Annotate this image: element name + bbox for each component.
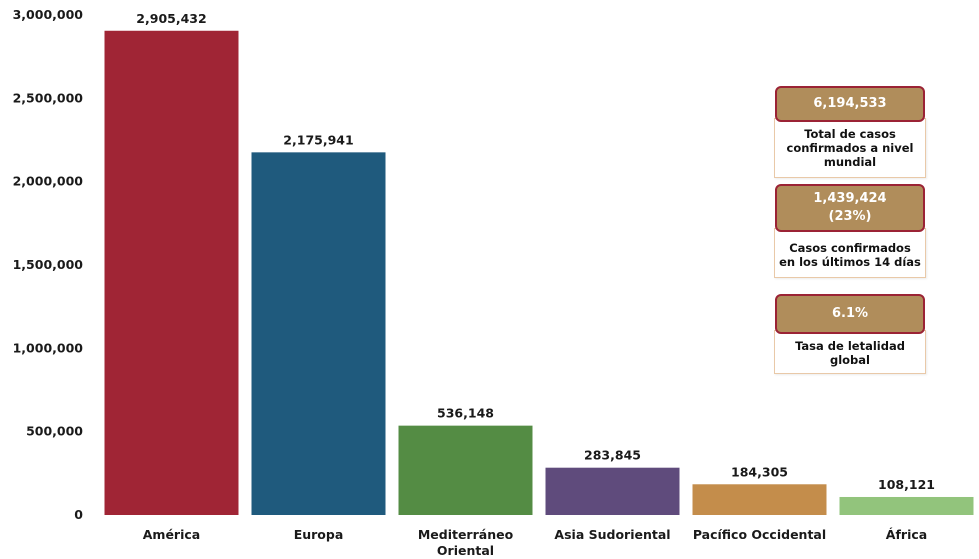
stat-desc-recent-cases: Casos confirmados en los últimos 14 días	[774, 228, 926, 278]
x-axis: América Europa Mediterráneo Oriental Asia Su…	[143, 527, 927, 558]
stat-card-recent-cases: 1,439,424 (23%) Casos confirmados en los…	[772, 184, 928, 278]
stat-value-lethality: 6.1%	[775, 294, 925, 334]
y-axis: 0 500,000 1,000,000 1,500,000 2,000,000 2,500…	[13, 7, 84, 522]
y-tick-label: 500,000	[26, 424, 83, 439]
x-tick-label: África	[886, 527, 927, 542]
x-tick-label-line: América	[143, 527, 200, 542]
value-labels: 2,905,432 2,175,941 536,148 283,845 184,305 1…	[136, 11, 935, 492]
bar	[839, 496, 974, 515]
y-tick-label: 3,000,000	[13, 7, 84, 22]
x-tick-label-line: Europa	[294, 527, 344, 542]
x-tick-label: Asia Sudoriental	[554, 527, 670, 542]
bar	[545, 467, 680, 515]
x-tick-label-line: Asia Sudoriental	[554, 527, 670, 542]
y-tick-label: 0	[74, 507, 83, 522]
data-label: 2,905,432	[136, 11, 206, 26]
data-label: 536,148	[437, 406, 494, 421]
x-tick-label-line: África	[886, 527, 927, 542]
data-label: 184,305	[731, 464, 788, 479]
x-tick-label-line: Mediterráneo	[418, 527, 514, 542]
x-tick-label-line: Pacífico Occidental	[693, 527, 826, 542]
stat-desc-lethality: Tasa de letalidad global	[774, 330, 926, 374]
x-tick-label: América	[143, 527, 200, 542]
x-tick-label-line: Oriental	[437, 543, 494, 558]
y-tick-label: 2,500,000	[13, 90, 84, 105]
x-tick-label: Pacífico Occidental	[693, 527, 826, 542]
stat-card-lethality: 6.1% Tasa de letalidad global	[772, 294, 928, 374]
data-label: 108,121	[878, 477, 935, 492]
x-tick-label: Europa	[294, 527, 344, 542]
bar	[692, 484, 827, 515]
stat-desc-total-cases: Total de casos confirmados a nivel mundi…	[774, 118, 926, 178]
stat-value-total-cases: 6,194,533	[775, 86, 925, 122]
stat-card-total-cases: 6,194,533 Total de casos confirmados a n…	[772, 86, 928, 178]
x-tick-label: Mediterráneo Oriental	[418, 527, 514, 558]
y-tick-label: 2,000,000	[13, 174, 84, 189]
bar	[104, 30, 239, 516]
data-label: 2,175,941	[283, 132, 353, 147]
bar	[398, 425, 533, 515]
bar	[251, 152, 386, 515]
bars	[104, 30, 974, 516]
stat-value-recent-cases: 1,439,424 (23%)	[775, 184, 925, 232]
data-label: 283,845	[584, 448, 641, 463]
y-tick-label: 1,000,000	[13, 340, 84, 355]
y-tick-label: 1,500,000	[13, 257, 84, 272]
